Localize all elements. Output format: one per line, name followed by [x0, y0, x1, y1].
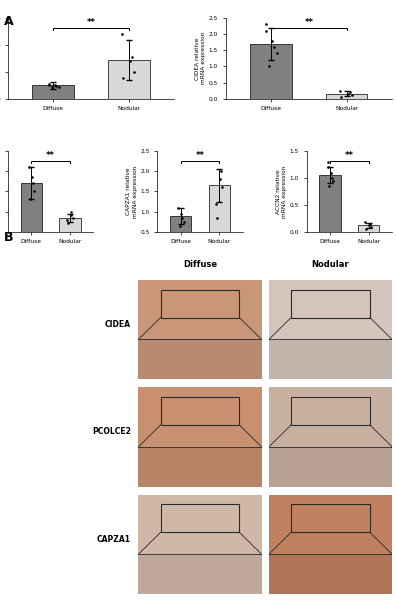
Bar — [291, 505, 370, 532]
Bar — [326, 94, 367, 98]
Point — [178, 209, 185, 218]
Text: **: ** — [196, 151, 204, 160]
Point — [31, 187, 38, 196]
Text: **: ** — [345, 151, 354, 160]
Bar — [170, 215, 191, 252]
Bar — [269, 340, 392, 379]
Text: Diffuse: Diffuse — [183, 260, 217, 269]
Point — [337, 86, 343, 95]
Text: **: ** — [87, 18, 95, 27]
Point — [65, 218, 71, 227]
Point — [263, 26, 270, 36]
Point — [362, 217, 369, 227]
Bar — [269, 554, 392, 594]
Point — [346, 88, 353, 97]
Point — [27, 194, 34, 204]
Point — [337, 92, 344, 102]
Y-axis label: CAPZA1 relative
mRNA expression: CAPZA1 relative mRNA expression — [126, 166, 137, 218]
Point — [218, 166, 224, 176]
Bar — [139, 387, 261, 447]
Point — [348, 91, 355, 100]
Text: **: ** — [46, 151, 55, 160]
Point — [131, 67, 137, 77]
Bar — [319, 175, 341, 232]
Point — [181, 217, 187, 226]
Text: Nodular: Nodular — [312, 260, 349, 269]
Bar — [59, 218, 81, 232]
Y-axis label: ACCN2 relative
mRNA expression: ACCN2 relative mRNA expression — [276, 166, 287, 218]
Point — [26, 163, 32, 172]
Point — [263, 20, 270, 29]
Point — [177, 221, 183, 230]
Point — [179, 213, 185, 223]
Point — [30, 179, 36, 188]
Point — [48, 82, 55, 92]
Point — [46, 80, 52, 89]
Bar — [139, 447, 261, 487]
Point — [214, 213, 220, 223]
Point — [327, 168, 334, 178]
Point — [217, 175, 223, 184]
Bar — [209, 185, 230, 252]
Text: B: B — [4, 231, 13, 244]
Point — [120, 74, 126, 83]
Bar — [291, 397, 370, 425]
Point — [64, 215, 70, 224]
Bar — [161, 290, 239, 317]
Point — [324, 163, 331, 172]
Bar — [250, 44, 292, 98]
Bar — [139, 280, 261, 340]
Point — [29, 173, 35, 182]
Point — [68, 207, 74, 217]
Point — [368, 223, 375, 232]
Point — [366, 221, 373, 230]
Bar — [269, 494, 392, 554]
Point — [175, 203, 181, 212]
Bar — [139, 494, 261, 554]
Text: **: ** — [305, 18, 313, 27]
Text: PCOLCE2: PCOLCE2 — [92, 427, 131, 436]
Bar — [108, 59, 150, 98]
Point — [46, 79, 52, 89]
Point — [362, 224, 369, 234]
Bar — [139, 554, 261, 594]
Point — [127, 56, 133, 66]
Bar — [161, 505, 239, 532]
Point — [324, 157, 331, 167]
Bar — [291, 290, 370, 317]
Bar — [358, 226, 379, 232]
Point — [345, 89, 351, 98]
Point — [56, 82, 63, 91]
Point — [271, 42, 278, 52]
Point — [51, 80, 58, 90]
Bar — [269, 447, 392, 487]
Bar — [139, 340, 261, 379]
Point — [367, 219, 373, 229]
Point — [68, 210, 74, 220]
Text: CIDEA: CIDEA — [105, 320, 131, 329]
Point — [266, 62, 272, 71]
Point — [269, 36, 276, 46]
Point — [326, 181, 332, 191]
Point — [213, 199, 219, 208]
Y-axis label: CIDEA relative
mRNA expression: CIDEA relative mRNA expression — [195, 32, 206, 85]
Point — [219, 182, 225, 192]
Bar — [269, 280, 392, 340]
Point — [330, 176, 336, 185]
Point — [128, 52, 135, 62]
Text: A: A — [4, 15, 13, 28]
Bar — [269, 387, 392, 447]
Point — [274, 49, 280, 58]
Point — [69, 213, 76, 223]
Bar — [21, 184, 42, 232]
Bar — [161, 397, 239, 425]
Point — [119, 29, 126, 39]
Text: CAPZA1: CAPZA1 — [97, 535, 131, 544]
Bar — [32, 85, 74, 98]
Point — [328, 173, 335, 183]
Point — [53, 81, 59, 91]
